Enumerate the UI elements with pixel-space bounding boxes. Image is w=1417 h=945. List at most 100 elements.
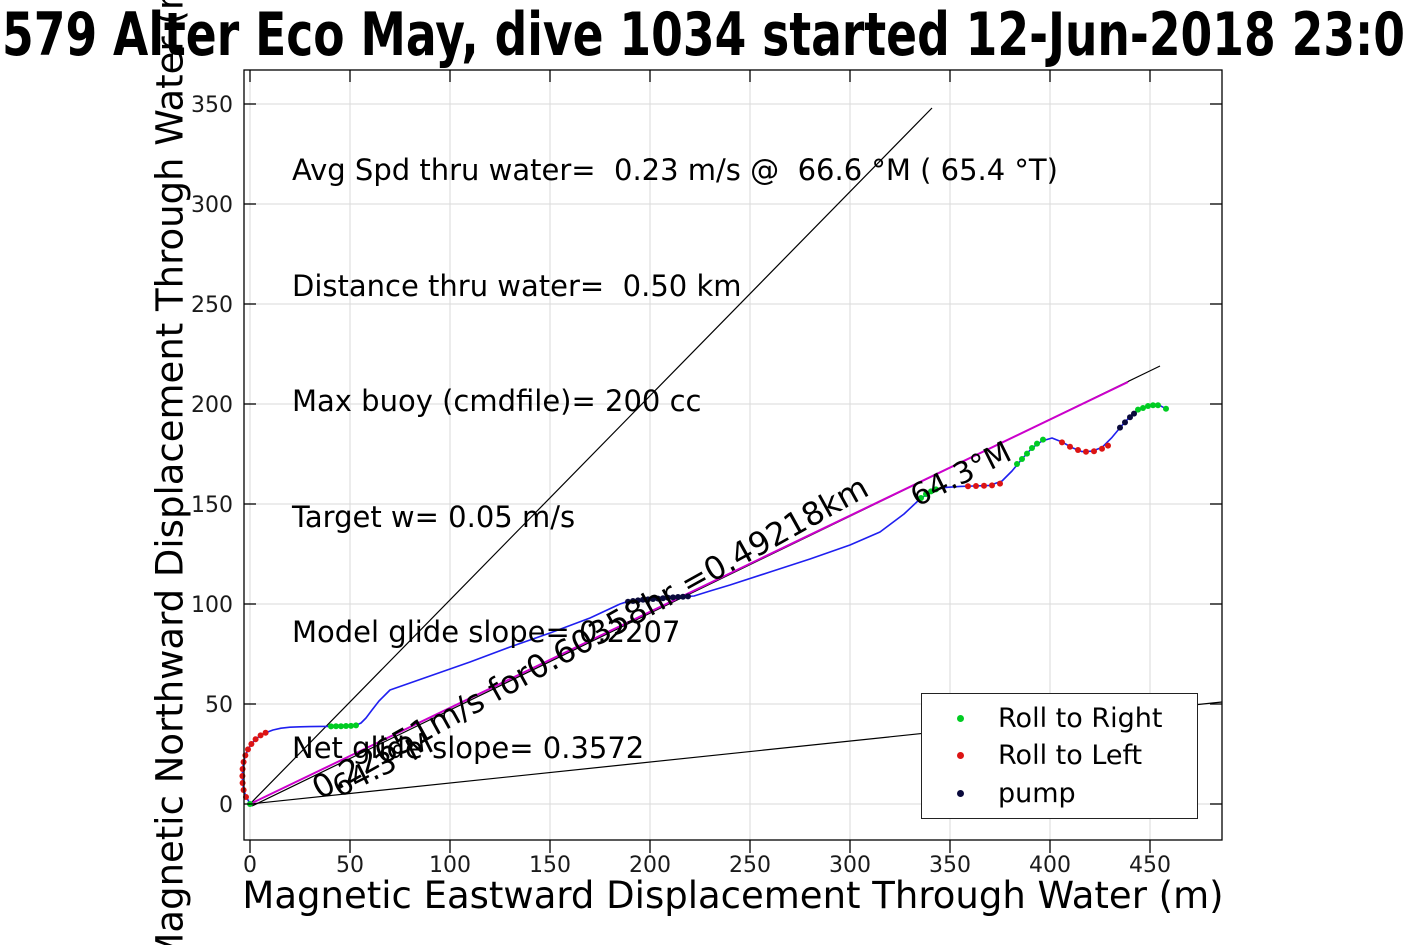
marker-Roll to Right [923,491,929,497]
marker-Roll to Right [348,722,354,729]
marker-Roll to Left [1099,445,1105,452]
marker-Roll to Left [973,483,979,489]
pump-marker-icon [957,789,964,797]
marker-Roll to Right [1014,461,1020,467]
x-tick-label: 50 [336,853,364,878]
marker-Roll to Right [1155,402,1161,409]
marker-Roll to Right [343,723,349,729]
marker-Roll to Right [1150,402,1156,409]
y-tick-label: 200 [191,393,233,418]
marker-pump [670,594,676,601]
marker-pump [665,594,671,601]
marker-Roll to Right [1029,445,1035,451]
y-tick-label: 100 [191,593,233,618]
marker-Roll to Right [328,723,334,730]
marker-pump [645,596,651,603]
grid-layer [244,70,1222,840]
marker-pump [1131,410,1137,417]
series-layer [239,107,1223,807]
marker-Roll to Left [242,752,249,759]
marker-Roll to Right [353,722,359,729]
marker-pump [1117,424,1123,431]
marker-Roll to Right [1145,403,1151,409]
marker-Roll to Left [1091,448,1097,455]
marker-pump [650,596,656,602]
y-tick-label: 0 [219,793,233,818]
marker-Roll to Left [248,741,255,747]
roll-left-marker-icon [957,752,964,760]
y-tick-label: 250 [191,293,233,318]
marker-Roll to Left [1067,443,1073,450]
y-tick-label: 50 [205,693,233,718]
series-course-dead-reckoning-line [249,381,1129,805]
marker-pump [655,595,661,602]
marker-Roll to Left [1075,447,1081,453]
stat-distance: Distance thru water= 0.50 km [292,268,742,303]
x-tick-label: 350 [929,853,971,878]
marker-pump [660,595,666,602]
legend-item-roll-right: Roll to Right [922,700,1197,737]
marker-Roll to Left [997,480,1003,487]
figure-title: 579 Alter Eco May, dive 1034 started 12-… [2,0,1406,70]
x-tick-label: 450 [1129,853,1171,878]
marker-Roll to Left [239,766,246,772]
marker-Roll to Left [1083,448,1089,455]
marker-Roll to Left [262,729,269,736]
marker-pump [1127,414,1133,421]
legend-box: Roll to Right Roll to Left pump [921,693,1198,819]
x-tick-label: 0 [243,853,257,878]
marker-Roll to Right [1135,406,1141,413]
marker-Roll to Left [252,736,259,743]
marker-Roll to Right [918,495,924,501]
x-tick-label: 200 [629,853,671,878]
x-tick-label: 250 [729,853,771,878]
dive-stats-annotation-block: Avg Spd thru water= 0.23 m/s @ 66.6 °M (… [292,74,1058,844]
marker-Roll to Right [1019,456,1025,462]
stat-target-w: Target w= 0.05 m/s [292,499,576,534]
marker-Roll to Right [1040,436,1046,443]
x-axis-label: Magnetic Eastward Displacement Through W… [242,874,1224,917]
marker-Roll to Right [1034,440,1040,447]
marker-Roll to Right [333,723,339,730]
y-tick-label: 350 [191,93,233,118]
series-steep-reference-line [249,107,933,805]
marker-Roll to Left [1059,439,1065,446]
series-Roll to Left [239,439,1111,800]
y-tick-label: 300 [191,193,233,218]
marker-Roll to Left [965,483,971,490]
axes-box [243,69,1223,841]
marker-Roll to Left [245,746,251,753]
marker-Roll to Left [257,732,264,739]
marker-Roll to Right [928,488,934,495]
marker-Roll to Left [989,482,995,489]
marker-Roll to Right [1163,405,1169,412]
y-tick-label: 150 [191,493,233,518]
marker-pump [625,598,631,605]
marker-pump [640,596,646,603]
marker-Roll to Right [1140,405,1146,411]
x-tick-label: 400 [1029,853,1071,878]
marker-Roll to Left [1105,442,1111,449]
marker-Roll to Right [933,486,939,493]
x-tick-label: 300 [829,853,871,878]
stat-model-glide-slope: Model glide slope= 0.2207 [292,615,681,649]
x-tick-label: 150 [529,853,571,878]
axis-layer [243,69,1223,853]
legend-label-roll-right: Roll to Right [998,703,1163,735]
x-tick-label: 100 [429,853,471,878]
stat-net-glide-slope: Net glide slope= 0.3572 [292,730,645,765]
stat-avg-speed: Avg Spd thru water= 0.23 m/s @ 66.6 °M (… [292,153,1058,187]
legend-label-roll-left: Roll to Left [998,740,1143,772]
marker-pump [630,598,636,604]
marker-pump [680,593,686,600]
marker-Roll to Left [239,780,246,786]
legend-item-pump: pump [922,775,1197,812]
legend-item-roll-left: Roll to Left [922,737,1197,774]
marker-Roll to Left [981,482,987,489]
series-pump [625,410,1137,605]
series-Roll to Right [247,402,1169,807]
stat-max-buoy: Max buoy (cmdfile)= 200 cc [292,384,702,418]
marker-Roll to Right [1024,450,1030,457]
tick-label-layer: 0 50 100 150 200 250 300 350 400 450 0 50 100 150 200 2… [191,93,1171,878]
